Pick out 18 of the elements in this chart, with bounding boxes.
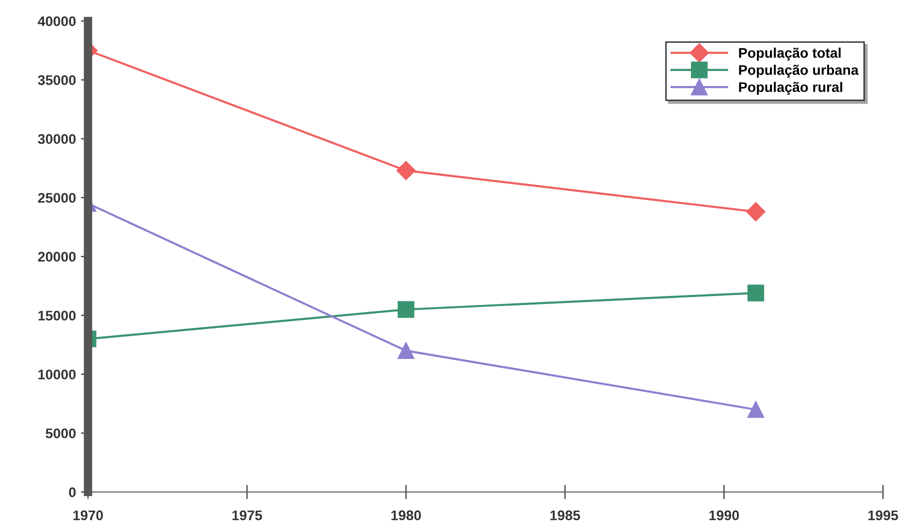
x-tick-label: 1995 bbox=[868, 510, 898, 520]
legend-label: População rural bbox=[739, 82, 842, 95]
y-tick-label: 10000 bbox=[38, 370, 76, 380]
x-tick-label: 1980 bbox=[391, 510, 421, 520]
y-tick-label: 0 bbox=[69, 487, 76, 498]
x-tick-label: 1970 bbox=[73, 510, 103, 520]
x-tick-label: 1985 bbox=[550, 510, 580, 520]
y-tick-label: 30000 bbox=[38, 134, 76, 144]
x-tick-label: 1975 bbox=[232, 510, 262, 520]
y-tick-label: 25000 bbox=[38, 192, 76, 203]
legend-label: População total bbox=[739, 48, 841, 61]
y-tick-label: 35000 bbox=[38, 75, 76, 86]
y-tick-label: 20000 bbox=[38, 252, 76, 262]
x-tick-label: 1990 bbox=[709, 510, 739, 520]
legend-label: População urbana bbox=[739, 64, 859, 78]
y-tick-label: 15000 bbox=[38, 310, 76, 321]
y-tick-label: 5000 bbox=[46, 428, 76, 438]
y-tick-label: 40000 bbox=[38, 16, 76, 26]
